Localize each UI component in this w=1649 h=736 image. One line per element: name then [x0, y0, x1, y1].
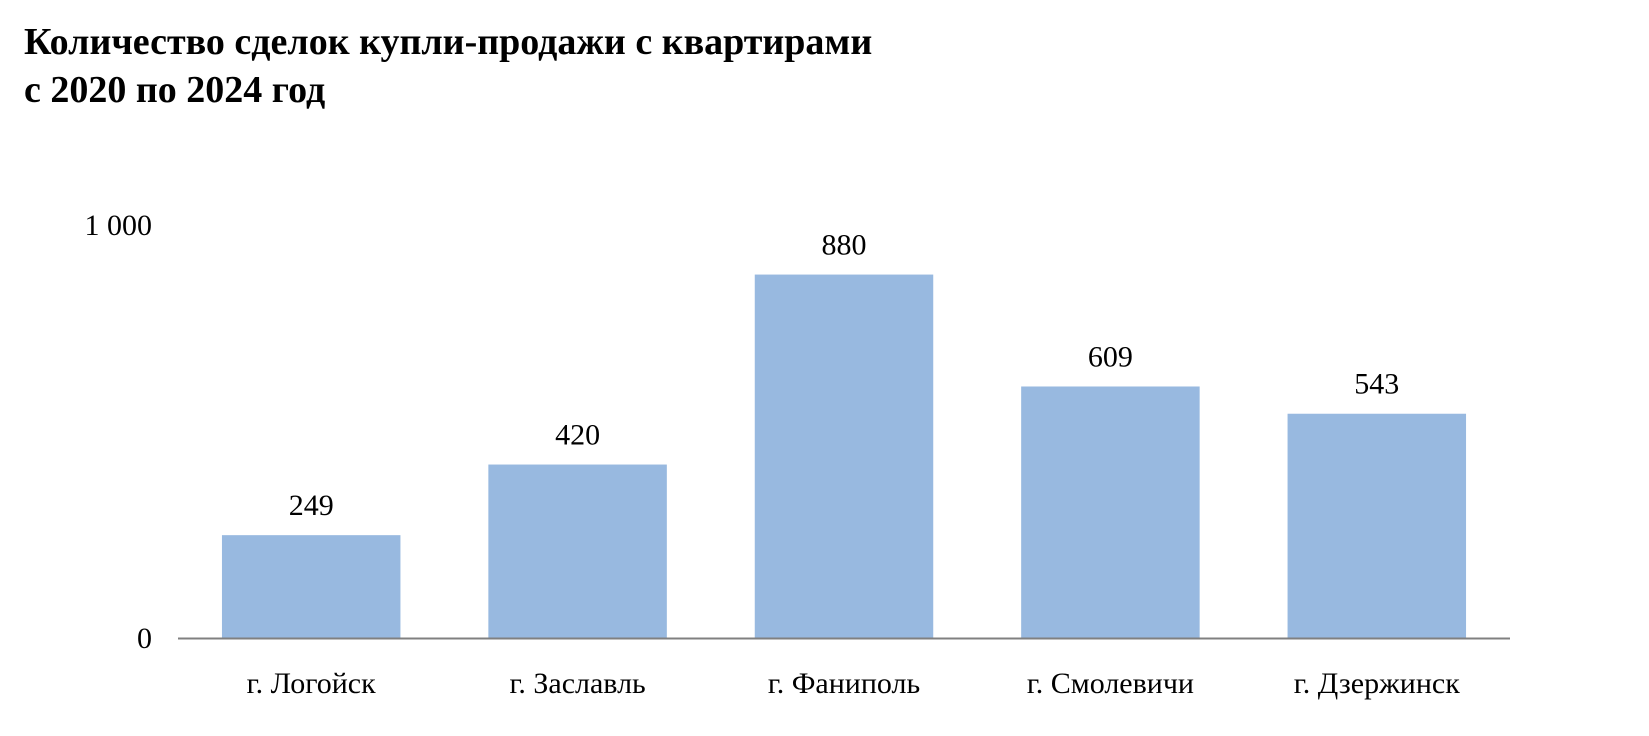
category-label-3: г. Смолевичи	[1027, 667, 1194, 700]
bar-4	[1287, 413, 1467, 638]
y-axis-tick-labels: 0 1 000	[85, 209, 153, 655]
data-label-3: 609	[1088, 340, 1133, 373]
data-label-4: 543	[1354, 368, 1399, 401]
y-tick-label-0: 0	[137, 622, 152, 655]
category-label-1: г. Заславль	[509, 667, 645, 700]
y-tick-label-1: 1 000	[85, 209, 153, 242]
data-label-0: 249	[289, 489, 334, 522]
category-label-4: г. Дзержинск	[1294, 667, 1460, 700]
bar-3	[1021, 386, 1200, 638]
category-label-0: г. Логойск	[247, 667, 376, 700]
bar-2	[754, 274, 934, 638]
chart-title: Количество сделок купли-продажи с кварти…	[24, 18, 872, 114]
bar-1	[488, 464, 667, 638]
data-label-2: 880	[822, 229, 867, 262]
chart-title-line-2: с 2020 по 2024 год	[24, 69, 326, 111]
bar-0	[221, 535, 401, 638]
category-label-2: г. Фаниполь	[768, 667, 920, 700]
chart-title-line-1: Количество сделок купли-продажи с кварти…	[24, 21, 873, 63]
bars-group	[221, 274, 1467, 638]
category-labels-group: г. Логойск г. Заславль г. Фаниполь г. Смоле…	[247, 667, 1461, 700]
data-labels-group: 249 420 880 609 543	[289, 229, 1400, 523]
data-label-1: 420	[555, 419, 600, 452]
